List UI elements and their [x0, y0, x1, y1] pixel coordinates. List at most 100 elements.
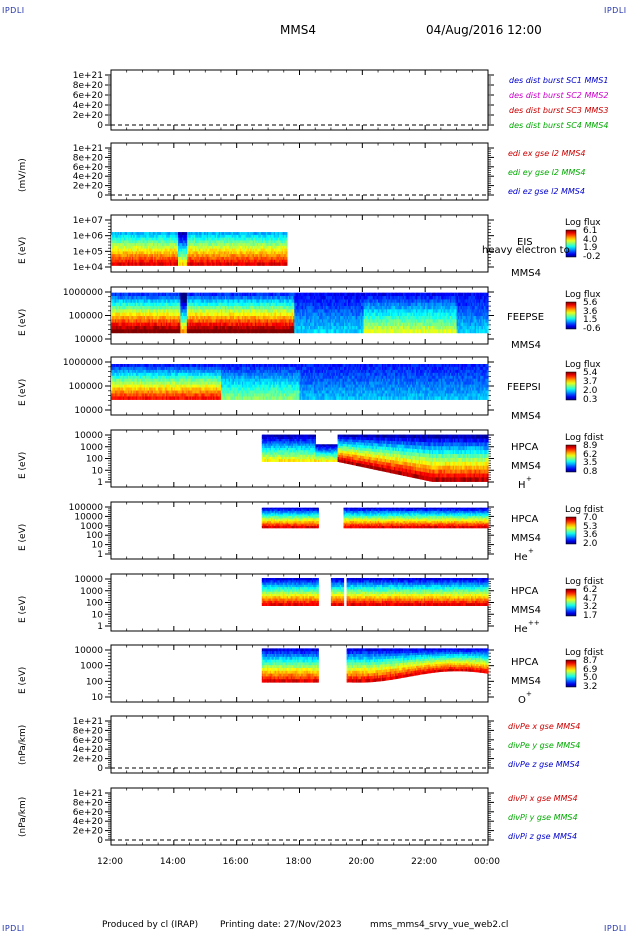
heatmap-cell: [220, 232, 222, 236]
heatmap-cell: [223, 245, 226, 250]
heatmap-cell: [265, 256, 268, 261]
heatmap-cell: [183, 248, 186, 252]
heatmap-cell: [231, 237, 234, 241]
heatmap-cell: [213, 237, 216, 241]
heatmap-cell: [187, 243, 190, 247]
heatmap-cell: [268, 259, 271, 264]
heatmap-cell: [204, 254, 207, 258]
heatmap-cell: [254, 254, 256, 258]
heatmap-cell: [113, 302, 116, 307]
heatmap-cell: [237, 248, 239, 252]
heatmap-cell: [120, 302, 123, 307]
heatmap-cell: [168, 234, 171, 239]
heatmap-cell: [155, 245, 158, 250]
heatmap-cell: [220, 245, 222, 250]
heatmap-cell: [216, 262, 218, 266]
heatmap-cell: [210, 237, 213, 241]
heatmap-cell: [167, 262, 170, 266]
heatmap-cell: [235, 251, 238, 255]
heatmap-cell: [233, 262, 235, 266]
heatmap-cell: [158, 234, 161, 239]
heatmap-cell: [196, 256, 199, 261]
corner-label-top-left: IPDLI: [2, 6, 25, 15]
heatmap-cell: [150, 251, 153, 255]
heatmap-cell: [279, 262, 281, 266]
heatmap-cell: [125, 326, 128, 330]
heatmap-cell: [125, 299, 128, 304]
heatmap-cell: [132, 259, 134, 264]
heatmap-cell: [155, 243, 158, 247]
heatmap-cell: [141, 251, 144, 255]
heatmap-cell: [120, 251, 123, 255]
heatmap-cell: [121, 329, 124, 334]
heatmap-cell: [112, 299, 115, 304]
heatmap-cell: [125, 237, 128, 241]
corner-label-top-right: IPDLI: [604, 6, 627, 15]
heatmap-cell: [221, 232, 224, 236]
heatmap-cell: [269, 254, 272, 258]
heatmap-cell: [160, 254, 163, 258]
heatmap-cell: [112, 256, 115, 261]
heatmap-cell: [125, 312, 128, 317]
heatmap-cell: [138, 254, 141, 258]
heatmap-cell: [159, 254, 162, 258]
heatmap-cell: [126, 322, 129, 327]
heatmap-cell: [216, 254, 218, 258]
heatmap-cell: [267, 256, 270, 261]
heatmap-cell: [214, 237, 217, 241]
heatmap-cell: [146, 237, 149, 241]
heatmap-cell: [195, 248, 197, 252]
heatmap-cell: [202, 232, 205, 236]
heatmap-cell: [237, 240, 239, 244]
heatmap-cell: [235, 256, 238, 261]
heatmap-cell: [111, 306, 113, 310]
heatmap-cell: [192, 254, 195, 258]
heatmap-cell: [162, 251, 165, 255]
heatmap-cell: [158, 237, 161, 241]
heatmap-cell: [163, 245, 166, 250]
heatmap-cell: [130, 232, 133, 236]
heatmap-cell: [191, 262, 193, 266]
heatmap-cell: [204, 237, 207, 241]
heatmap-cell: [118, 316, 121, 320]
heatmap-cell: [272, 248, 275, 252]
heatmap-cell: [117, 254, 120, 258]
heatmap-cell: [264, 254, 267, 258]
heatmap-cell: [276, 234, 279, 239]
heatmap-cell: [220, 243, 222, 247]
heatmap-cell: [205, 262, 208, 266]
heatmap-cell: [258, 234, 260, 239]
heatmap-cell: [170, 240, 172, 244]
heatmap-cell: [153, 240, 155, 244]
heatmap-cell: [183, 237, 186, 241]
heatmap-cell: [251, 248, 254, 252]
heatmap-cell: [205, 243, 208, 247]
heatmap-cell: [221, 243, 224, 247]
heatmap-cell: [213, 248, 216, 252]
heatmap-cell: [209, 254, 212, 258]
heatmap-cell: [210, 232, 213, 236]
heatmap-cell: [284, 248, 287, 252]
heatmap-cell: [227, 234, 230, 239]
heatmap-cell: [154, 256, 157, 261]
heatmap-cell: [135, 234, 138, 239]
heatmap-cell: [208, 251, 211, 255]
heatmap-cell: [114, 292, 117, 297]
heatmap-cell: [141, 262, 144, 266]
heatmap-cell: [120, 232, 123, 236]
heatmap-cell: [125, 306, 128, 310]
heatmap-cell: [265, 243, 268, 247]
heatmap-cell: [252, 243, 255, 247]
heatmap-cell: [114, 322, 117, 327]
heatmap-cell: [149, 262, 151, 266]
heatmap-cell: [185, 234, 188, 239]
heatmap-cell: [185, 243, 188, 247]
heatmap-cell: [171, 248, 174, 252]
heatmap-cell: [184, 240, 187, 244]
heatmap-cell: [239, 259, 242, 264]
heatmap-cell: [213, 245, 216, 250]
heatmap-cell: [237, 254, 239, 258]
heatmap-cell: [163, 256, 166, 261]
heatmap-cell: [170, 232, 172, 236]
heatmap-cell: [112, 292, 115, 297]
